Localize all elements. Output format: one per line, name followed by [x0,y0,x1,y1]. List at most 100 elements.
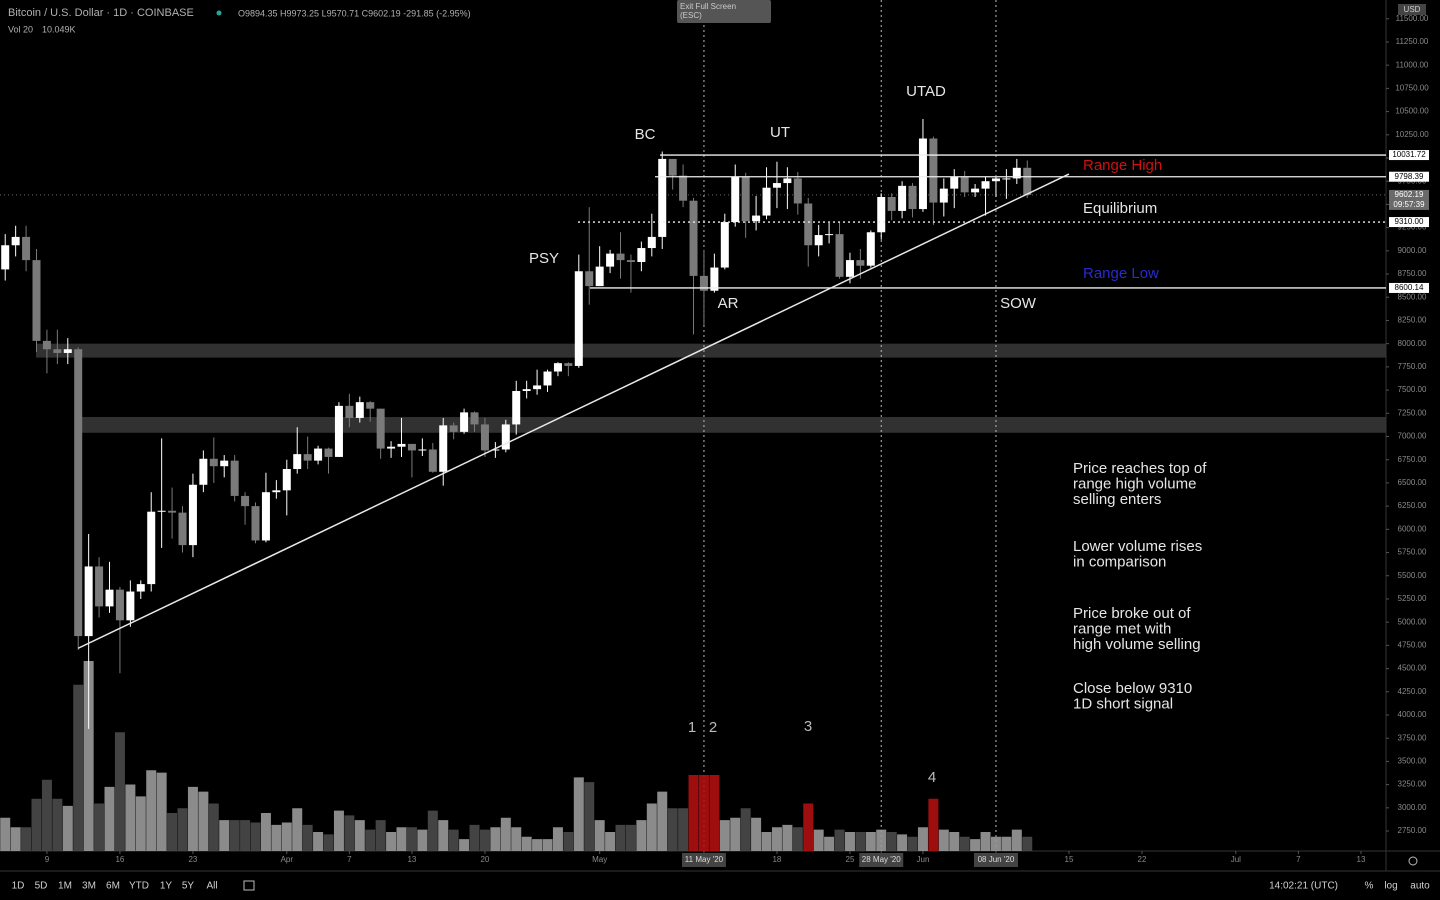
volume-bar [94,803,105,851]
range-button[interactable]: YTD [129,881,149,892]
candle-body [856,260,865,266]
volume-bar [323,834,334,851]
trendline [77,173,1070,649]
volume-bar [552,827,563,851]
volume-bar [636,820,647,851]
volume-bar [813,829,824,851]
volume-bar [709,775,720,851]
volume-bar [980,832,991,851]
candle-body [1023,167,1032,195]
candle-body [918,138,927,210]
volume-bar [646,803,657,851]
volume-bar [469,824,480,851]
volume-bar [479,829,490,851]
exit-fullscreen-hint[interactable]: (ESC) [680,11,702,20]
range-button[interactable]: 1Y [160,881,173,892]
y-tick-label: 9250.00 [1398,223,1427,232]
candle-body [303,454,312,461]
volume-bar [344,815,355,851]
candle-body [939,188,948,203]
volume-bar [949,832,960,851]
note-line: Price broke out of [1073,605,1191,622]
exit-fullscreen-label[interactable]: Exit Full Screen [680,2,736,11]
candle-body [251,506,260,541]
level-tag [1389,217,1429,228]
volume-bar [313,832,324,851]
percent-toggle[interactable]: % [1365,881,1374,892]
range-button[interactable]: 6M [106,881,120,892]
candle-body [699,275,708,291]
volume-bar [542,839,553,851]
y-tick-label: 3000.00 [1398,803,1427,812]
range-button[interactable]: 1D [12,881,25,892]
candle-body [533,385,542,390]
candle-body [32,260,41,341]
candle-body [470,412,479,425]
volume-bar [886,832,897,851]
candle-body [606,253,615,267]
range-button[interactable]: 5D [35,881,48,892]
settings-icon[interactable] [1408,856,1418,866]
note-line: high volume selling [1073,636,1201,653]
volume-bar [990,836,1001,851]
candle-body [574,271,583,366]
volume-bar [219,820,230,851]
volume-marker: 3 [804,718,812,735]
candle-body [355,402,364,418]
x-tick-label: 7 [1296,855,1301,864]
candle-body [637,248,646,262]
y-tick-label: 3250.00 [1398,780,1427,789]
range-button[interactable]: 1M [58,881,72,892]
candle-body [261,492,270,541]
note-line: range met with [1073,620,1171,637]
volume-bar [865,832,876,851]
volume-bar [782,824,793,851]
candle-body [553,363,562,372]
note-line: Lower volume rises [1073,538,1202,555]
volume-bar [511,827,522,851]
volume-bar [354,820,365,851]
zone [78,417,1386,433]
y-tick-label: 7250.00 [1398,408,1427,417]
log-toggle[interactable]: log [1384,881,1397,892]
volume-bar [907,836,918,851]
y-tick-label: 9000.00 [1398,246,1427,255]
candle-body [960,176,969,193]
candle-body [397,443,406,447]
exit-fullscreen[interactable] [677,0,771,23]
volume-bar [459,839,470,851]
candle-body [679,175,688,201]
x-tick-highlight [859,853,904,867]
plot [0,0,1386,851]
volume-value: 10.049K [42,24,76,34]
candle-body [282,468,291,491]
compare-icon[interactable] [243,880,255,891]
currency-badge [1398,4,1426,15]
volume-bar [375,820,386,851]
candle-body [42,340,51,350]
candle-body [491,449,500,451]
volume-bar [938,829,949,851]
volume-bar [678,808,689,851]
range-button[interactable]: 3M [82,881,96,892]
candle-body [845,260,854,277]
x-tick-label: 16 [115,855,124,864]
range-button[interactable]: 5Y [182,881,195,892]
volume-bar [521,836,532,851]
volume-bar [698,775,709,851]
auto-toggle[interactable]: auto [1410,881,1430,892]
y-tick-label: 11250.00 [1396,37,1429,46]
range-high-label: Range High [1083,157,1162,174]
status-dot [216,10,222,16]
volume-bar [62,805,73,851]
candle-body [908,185,917,210]
volume-bar [229,820,240,851]
volume-bar [1011,829,1022,851]
y-tick-label: 5750.00 [1398,548,1427,557]
x-tick-label: 25 [846,855,855,864]
range-button[interactable]: All [206,881,217,892]
x-tick-label: 08 Jun '20 [978,855,1015,864]
candle-body [866,232,875,266]
candle-body [53,349,62,353]
